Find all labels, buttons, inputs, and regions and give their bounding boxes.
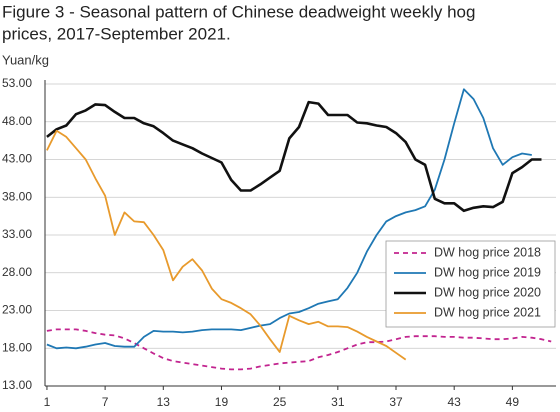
- x-tick-label: 19: [215, 395, 229, 409]
- y-tick-label: 23.00: [2, 303, 32, 317]
- x-tick-label: 37: [389, 395, 403, 409]
- series-line: [46, 88, 532, 350]
- series-line: [46, 100, 542, 213]
- series-line: [46, 328, 552, 371]
- y-tick-label: 18.00: [2, 340, 32, 354]
- y-tick-label: 48.00: [2, 114, 32, 128]
- y-tick-label: 33.00: [2, 227, 32, 241]
- x-tick-label: 49: [506, 395, 520, 409]
- y-tick-label: 38.00: [2, 189, 32, 203]
- x-tick-label: 31: [331, 395, 345, 409]
- x-tick-label: 1: [44, 395, 51, 409]
- chart-title: prices, 2017-September 2021.: [2, 24, 231, 43]
- legend-label: DW hog price 2019: [434, 265, 541, 279]
- y-axis-label: Yuan/kg: [2, 52, 49, 67]
- y-tick-label: 53.00: [2, 76, 32, 90]
- legend-label: DW hog price 2020: [434, 285, 541, 299]
- x-tick-label: 43: [448, 395, 462, 409]
- y-tick-label: 43.00: [2, 152, 32, 166]
- y-tick-label: 13.00: [2, 378, 32, 392]
- legend-label: DW hog price 2021: [434, 305, 541, 319]
- y-tick-label: 28.00: [2, 265, 32, 279]
- chart-title: Figure 3 - Seasonal pattern of Chinese d…: [2, 2, 475, 21]
- x-tick-label: 25: [273, 395, 287, 409]
- series-line: [46, 129, 407, 361]
- x-tick-label: 13: [157, 395, 171, 409]
- legend-label: DW hog price 2018: [434, 245, 541, 259]
- x-tick-label: 7: [102, 395, 109, 409]
